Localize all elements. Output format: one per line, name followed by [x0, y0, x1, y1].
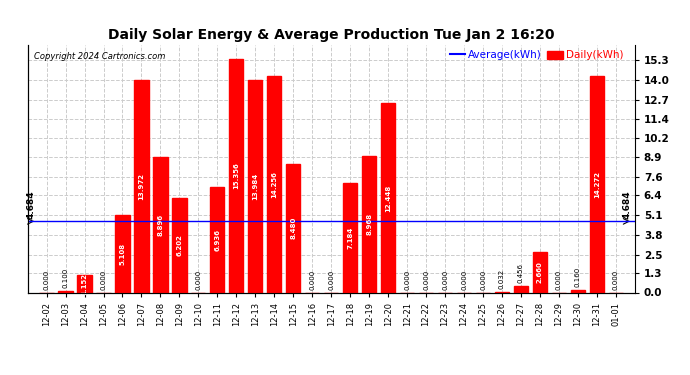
Text: 12.448: 12.448	[385, 184, 391, 211]
Text: 0.000: 0.000	[404, 270, 410, 290]
Text: 0.000: 0.000	[461, 270, 467, 290]
Text: 0.000: 0.000	[613, 270, 619, 290]
Text: 13.984: 13.984	[253, 173, 258, 200]
Bar	[229, 59, 244, 292]
Legend: Average(kWh), Daily(kWh): Average(kWh), Daily(kWh)	[450, 50, 624, 60]
Text: 0.160: 0.160	[575, 267, 581, 287]
Text: 6.936: 6.936	[215, 229, 220, 251]
Text: 6.202: 6.202	[177, 234, 182, 256]
Text: 0.000: 0.000	[195, 270, 201, 290]
Text: 0.000: 0.000	[442, 270, 448, 290]
Text: 0.000: 0.000	[43, 270, 50, 290]
Bar	[381, 104, 395, 292]
Bar	[571, 290, 585, 292]
Text: 4.684: 4.684	[622, 190, 632, 219]
Text: 0.032: 0.032	[499, 269, 505, 289]
Bar	[362, 156, 376, 292]
Text: 0.000: 0.000	[480, 270, 486, 290]
Bar	[77, 275, 92, 292]
Text: 0.000: 0.000	[101, 270, 106, 290]
Text: 0.456: 0.456	[518, 262, 524, 282]
Bar	[135, 80, 148, 292]
Title: Daily Solar Energy & Average Production Tue Jan 2 16:20: Daily Solar Energy & Average Production …	[108, 28, 555, 42]
Text: 1.152: 1.152	[81, 273, 88, 295]
Text: 0.000: 0.000	[309, 270, 315, 290]
Bar	[286, 164, 300, 292]
Text: 7.184: 7.184	[347, 227, 353, 249]
Text: 5.108: 5.108	[119, 243, 126, 265]
Bar	[59, 291, 72, 292]
Bar	[210, 187, 224, 292]
Text: 0.000: 0.000	[556, 270, 562, 290]
Text: 0.100: 0.100	[63, 268, 68, 288]
Text: 8.896: 8.896	[157, 214, 164, 236]
Text: 8.480: 8.480	[290, 217, 296, 239]
Bar	[343, 183, 357, 292]
Bar	[172, 198, 186, 292]
Text: 14.272: 14.272	[594, 171, 600, 198]
Text: 8.968: 8.968	[366, 213, 372, 236]
Text: 13.972: 13.972	[139, 173, 144, 200]
Text: 0.000: 0.000	[423, 270, 429, 290]
Bar	[533, 252, 547, 292]
Text: 4.684: 4.684	[27, 190, 36, 219]
Bar	[115, 215, 130, 292]
Bar	[248, 80, 262, 292]
Text: 0.000: 0.000	[328, 270, 334, 290]
Text: 14.256: 14.256	[271, 171, 277, 198]
Text: Copyright 2024 Cartronics.com: Copyright 2024 Cartronics.com	[34, 53, 165, 62]
Text: 2.660: 2.660	[537, 261, 543, 283]
Bar	[153, 158, 168, 292]
Text: 15.356: 15.356	[233, 162, 239, 189]
Bar	[514, 286, 528, 292]
Bar	[267, 76, 282, 292]
Bar	[590, 76, 604, 292]
